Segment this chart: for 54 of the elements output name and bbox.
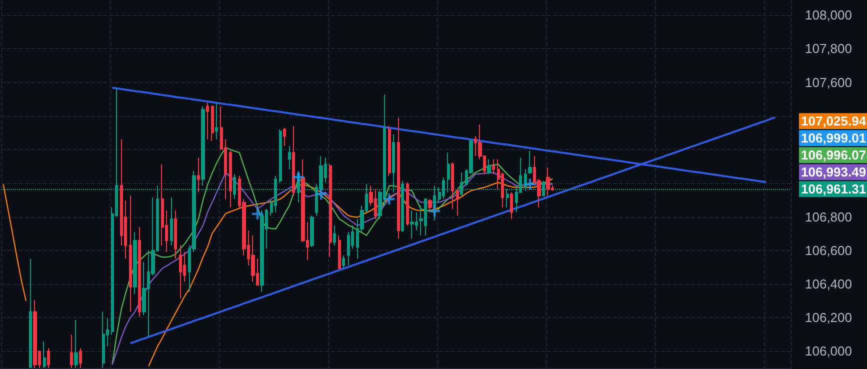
candlestick [428, 198, 432, 213]
text: 106,999.01 [801, 130, 866, 146]
candlestick [174, 210, 177, 260]
candlestick [179, 244, 182, 299]
candlestick [406, 182, 409, 226]
point [524, 178, 536, 190]
candlestick [329, 164, 332, 258]
candlestick [129, 195, 132, 312]
point [429, 206, 440, 217]
y-tick-label: 106,400 [805, 276, 852, 292]
text: 106,993.49 [801, 164, 866, 180]
candlestick [170, 196, 173, 246]
candlestick [201, 106, 205, 186]
candlestick [197, 157, 200, 193]
candlestick [338, 234, 341, 270]
candlestick [288, 146, 291, 170]
candlestick [342, 254, 345, 270]
candlestick [138, 226, 141, 318]
candlestick [492, 158, 495, 175]
y-tick-label: 108,000 [805, 8, 852, 23]
point [316, 188, 327, 200]
text: 106,996.07 [801, 148, 866, 163]
candlestick [133, 232, 137, 295]
candlestick [279, 128, 282, 183]
y-tick-label: 106,200 [805, 310, 852, 326]
candlestick [310, 215, 314, 248]
point [292, 172, 304, 183]
candlestick [546, 167, 550, 196]
candlestick [260, 210, 264, 292]
y-tick-label: 106,000 [805, 344, 852, 359]
candlestick [510, 192, 513, 220]
candlestick [456, 188, 459, 216]
point [384, 194, 395, 205]
y-tick-label: 107,800 [805, 41, 852, 56]
text: 107,025.94 [801, 114, 867, 129]
y-tick-label: 107,600 [805, 74, 852, 90]
ref-line-label: 106,961.31 [801, 182, 866, 197]
candlestick [397, 117, 400, 240]
candlestick [528, 150, 532, 175]
candlestick [451, 162, 454, 210]
point [252, 208, 264, 220]
candlestick [388, 126, 391, 176]
candlestick [206, 102, 209, 140]
y-tick-label: 106,800 [805, 209, 852, 224]
candlestick [283, 127, 286, 147]
candlestick [229, 150, 232, 208]
candlestick [333, 225, 336, 246]
candlestick [487, 158, 491, 175]
candlestick [215, 102, 218, 140]
candlestick [211, 106, 214, 142]
candlestick [292, 126, 295, 196]
y-tick-label: 106,600 [805, 242, 852, 258]
candlestick [251, 234, 255, 282]
candlestick [410, 210, 414, 240]
